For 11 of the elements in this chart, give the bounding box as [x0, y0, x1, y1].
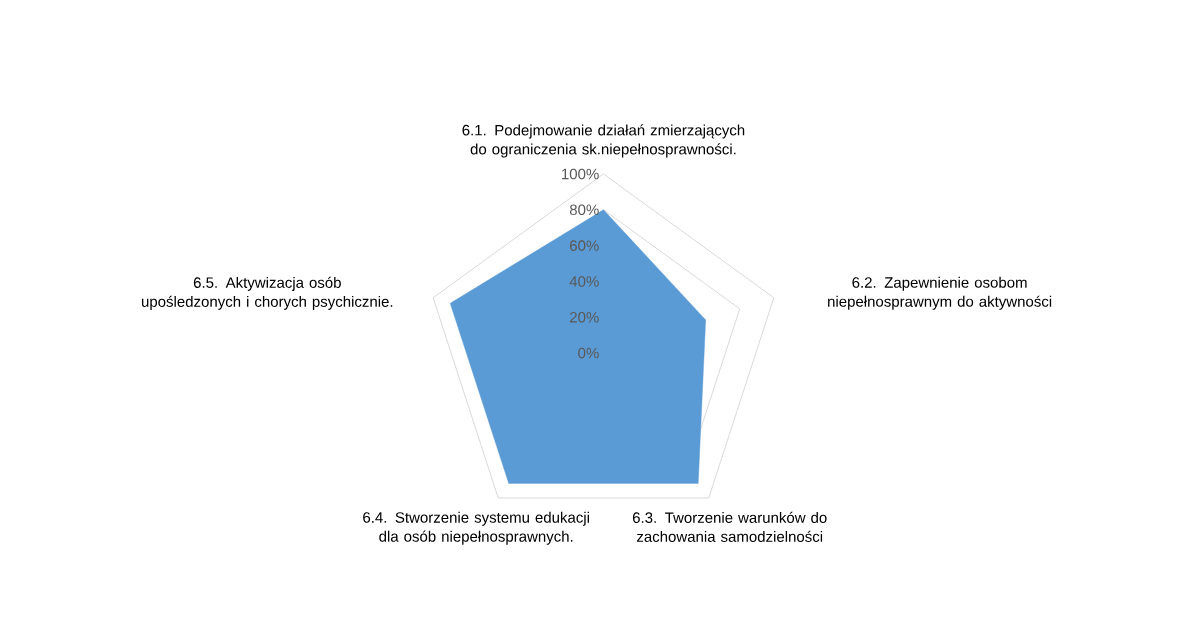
spoke-label: 6.1. Podejmowanie działań zmierzających do ograniczenia sk.niepełnosprawności. [462, 124, 745, 158]
y-tick-label: 0% [578, 347, 599, 359]
y-tick-label: 20% [570, 311, 599, 323]
y-tick-label: 100% [562, 168, 599, 180]
spoke-label: 6.3. Tworzenie warunków do zachowania samodzielności [632, 511, 827, 542]
y-tick-label: 80% [569, 204, 599, 216]
y-tick-label: 60% [570, 240, 599, 251]
y-tick-label: 40% [569, 276, 599, 287]
spoke-label: 6.4. Stworzenie systemu edukacji dla osób niepełnosprawnych. [363, 511, 589, 545]
spoke-label: 6.2. Zapewnienie osobom niepełnosprawnym do aktywności [828, 276, 1052, 310]
spoke-label: 6.5. Aktywizacja osób upośledzonych i chorych psychicznie. [141, 276, 393, 310]
